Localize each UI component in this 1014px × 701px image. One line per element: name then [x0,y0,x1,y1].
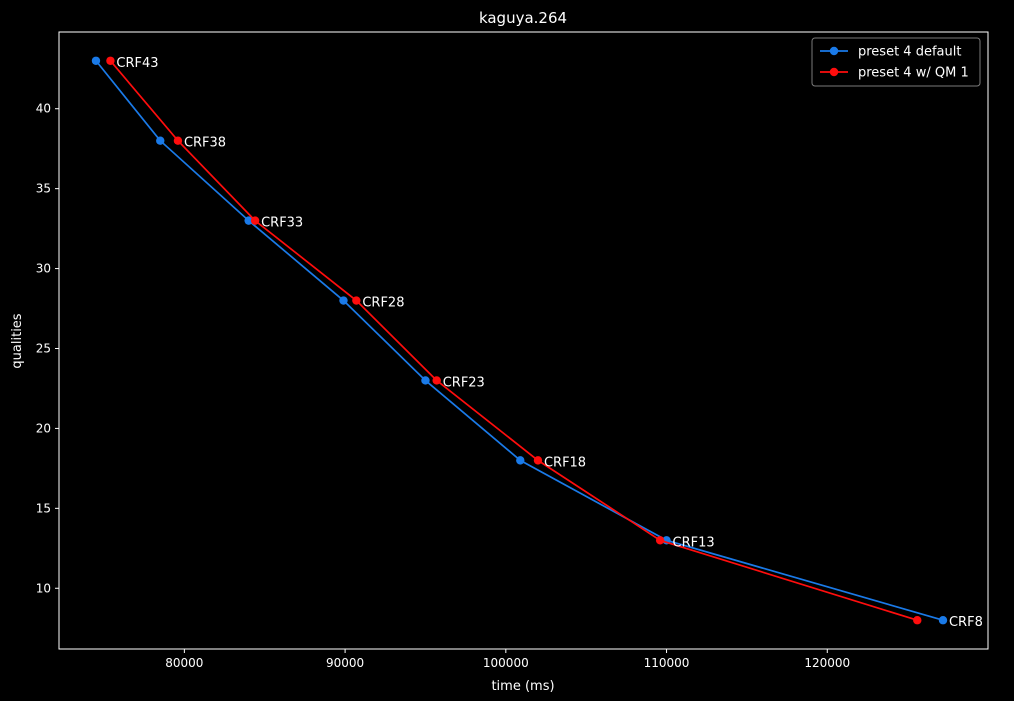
y-tick-label: 35 [36,182,51,196]
axes-frame [58,31,989,650]
series-line-1 [95,60,944,622]
y-tick-label: 30 [36,262,51,276]
x-tick-label: 110000 [644,656,690,670]
legend-marker-1 [829,46,839,56]
series-1-point [156,136,165,145]
legend-marker-2 [829,67,839,77]
crf-annotation: CRF23 [443,375,485,390]
y-tick-label: 25 [36,341,51,355]
series-1-point [339,296,348,305]
crf-annotation: CRF18 [544,455,586,470]
crf-annotation: CRF43 [116,56,158,71]
series-2-point [655,536,665,545]
series-2-point [250,216,260,225]
series-2-point [106,56,115,65]
y-tick-label: 15 [36,501,51,515]
series-1-point [516,456,525,465]
crf-annotation: CRF33 [261,216,303,231]
x-tick-label: 100000 [483,656,529,670]
series-line-2 [109,60,918,622]
legend-label-2: preset 4 w/ QM 1 [858,66,969,81]
y-tick-label: 10 [36,581,51,595]
x-tick-label: 90000 [326,656,364,670]
series-1-point [91,56,101,65]
series-2-point [173,136,183,145]
series-2-point [913,616,922,625]
x-tick-label: 80000 [165,656,203,670]
series-1-point [938,616,948,625]
series-2-point [432,376,441,385]
legend: preset 4 default preset 4 w/ QM 1 [811,37,981,87]
x-axis-label: time (ms) [491,679,554,694]
legend-box [811,37,981,87]
legend-label-1: preset 4 default [858,45,961,60]
x-tick-label: 120000 [804,656,850,670]
chart-title: kaguya.264 [479,9,567,27]
series-2-point [352,296,361,305]
crf-annotation: CRF8 [949,615,983,630]
plot-area: 80000 90000 100000 110000 120000 10 15 20 25 30 35… [36,31,989,670]
crf-annotation: CRF38 [184,136,226,151]
y-tick-label: 40 [36,102,51,116]
series-1-point [244,216,253,225]
series-2-point [533,456,543,465]
series-1-point [421,376,430,385]
y-axis-label: qualities [10,313,25,368]
y-tick-label: 20 [36,421,51,435]
crf-annotation: CRF28 [362,296,404,311]
crf-annotation: CRF13 [673,535,715,550]
